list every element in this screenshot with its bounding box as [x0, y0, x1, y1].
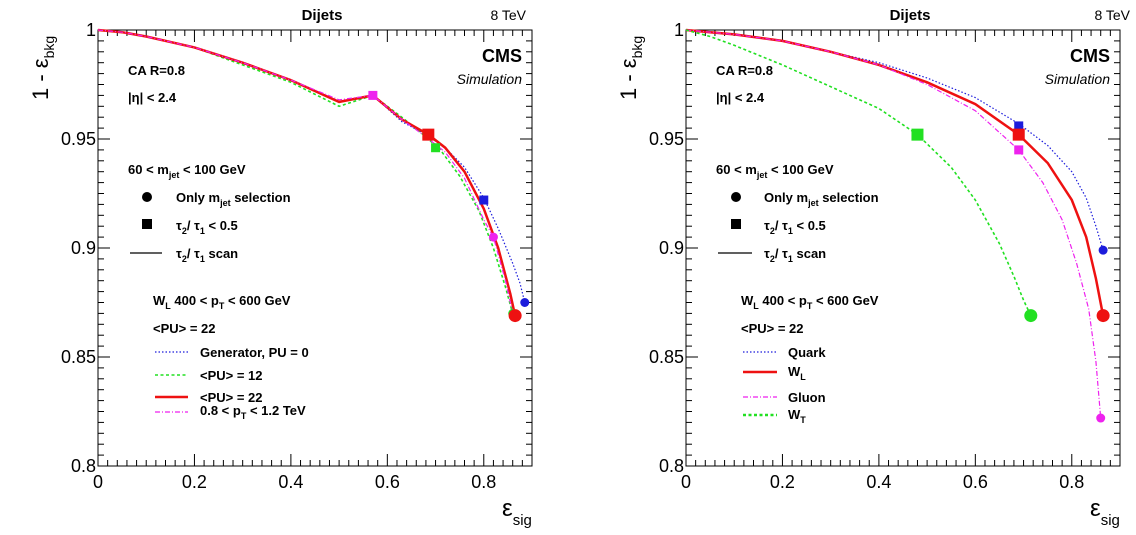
series-circle-marker-2 — [508, 309, 522, 323]
y-tick-label: 0.9 — [71, 238, 96, 258]
y-tick-label: 0.85 — [649, 347, 684, 367]
header-title: Dijets — [890, 7, 931, 24]
x-tick-label: 0.2 — [182, 472, 207, 492]
y-axis-label: 1 - εbkg — [28, 36, 57, 100]
y-tick-label: 0.85 — [61, 347, 96, 367]
series-circle-marker-3 — [488, 232, 498, 242]
y-tick-label: 0.8 — [659, 456, 684, 476]
sample-label: WL 400 < pT < 600 GeV — [153, 293, 291, 311]
series-circle-marker-2 — [1096, 413, 1106, 423]
key-circle-label: Only mjet selection — [764, 190, 879, 208]
series-square-marker-3 — [911, 128, 924, 141]
simulation-label: Simulation — [457, 71, 523, 87]
key-line-label: τ2/ τ1 scan — [176, 246, 238, 264]
simulation-label: Simulation — [1045, 71, 1111, 87]
series-line-1 — [685, 28, 1105, 316]
x-tick-label: 0.4 — [278, 472, 303, 492]
sample-label: WL 400 < pT < 600 GeV — [741, 293, 879, 311]
header-title: Dijets — [302, 7, 343, 24]
x-tick-label: 0.8 — [1059, 472, 1084, 492]
y-tick-label: 1 — [86, 20, 96, 40]
series-square-marker-2 — [1014, 145, 1024, 155]
series-line-2 — [685, 29, 1102, 419]
axis-ticks: 0 0.2 0.4 0.6 0.8 0.8 0.85 0.9 0.95 1 — [649, 20, 1121, 492]
series-circle-marker-1 — [1096, 309, 1110, 323]
legend-label-3: 0.8 < pT < 1.2 TeV — [200, 403, 306, 421]
legend-label-2: <PU> = 22 — [200, 390, 263, 405]
x-tick-label: 0 — [681, 472, 691, 492]
x-axis-label: εsig — [502, 495, 532, 529]
ann-algo: CA R=0.8 — [716, 63, 773, 78]
x-axis-label: εsig — [1090, 495, 1120, 529]
panel-left: 0 0.2 0.4 0.6 0.8 0.8 0.85 0.9 0.95 1 Dijets 8 Te… — [28, 7, 533, 529]
y-tick-label: 0.95 — [649, 129, 684, 149]
y-tick-label: 1 — [674, 20, 684, 40]
series-square-marker-3 — [368, 90, 378, 100]
x-tick-label: 0.8 — [471, 472, 496, 492]
panel-right: 0 0.2 0.4 0.6 0.8 0.8 0.85 0.9 0.95 1 Dijets 8 Te… — [616, 7, 1131, 529]
series-square-marker-0 — [1014, 121, 1024, 131]
series-square-marker-2 — [422, 128, 435, 141]
marker-group — [368, 90, 530, 323]
x-tick-label: 0.4 — [866, 472, 891, 492]
curve-group — [97, 28, 526, 316]
legend-label-2: Gluon — [788, 390, 826, 405]
pu-note: <PU> = 22 — [153, 321, 216, 336]
series-square-marker-0 — [479, 195, 489, 205]
key-square-marker — [731, 219, 741, 229]
cms-label: CMS — [482, 46, 522, 66]
x-tick-label: 0.6 — [963, 472, 988, 492]
key-circle-marker — [731, 192, 741, 202]
key-square-label: τ2/ τ1 < 0.5 — [764, 218, 826, 236]
ann-algo: CA R=0.8 — [128, 63, 185, 78]
key-circle-marker — [142, 192, 152, 202]
legend-label-3: WT — [788, 407, 806, 425]
legend-label-1: WL — [788, 364, 806, 382]
cms-label: CMS — [1070, 46, 1110, 66]
legend-label-0: Generator, PU = 0 — [200, 345, 309, 360]
y-tick-label: 0.8 — [71, 456, 96, 476]
y-tick-label: 0.95 — [61, 129, 96, 149]
x-tick-label: 0 — [93, 472, 103, 492]
series-square-marker-1 — [1012, 128, 1025, 141]
y-axis-label: 1 - εbkg — [616, 36, 645, 100]
energy-label: 8 TeV — [490, 7, 526, 23]
x-tick-label: 0.6 — [375, 472, 400, 492]
series-line-3 — [97, 29, 514, 314]
key-square-marker — [142, 219, 152, 229]
x-tick-label: 0.2 — [770, 472, 795, 492]
ann-mass: 60 < mjet < 100 GeV — [128, 162, 246, 180]
y-tick-label: 0.9 — [659, 238, 684, 258]
marker-group — [911, 121, 1110, 423]
series-circle-marker-3 — [1024, 309, 1038, 323]
ann-eta: |η| < 2.4 — [716, 90, 765, 105]
series-square-marker-1 — [431, 143, 441, 153]
series-circle-marker-0 — [1098, 245, 1108, 255]
pu-note: <PU> = 22 — [741, 321, 804, 336]
legend-label-0: Quark — [788, 345, 826, 360]
legend-label-1: <PU> = 12 — [200, 368, 263, 383]
axis-ticks: 0 0.2 0.4 0.6 0.8 0.8 0.85 0.9 0.95 1 — [61, 20, 533, 492]
series-circle-marker-0 — [520, 298, 530, 307]
key-line-label: τ2/ τ1 scan — [764, 246, 826, 264]
ann-eta: |η| < 2.4 — [128, 90, 177, 105]
ann-mass: 60 < mjet < 100 GeV — [716, 162, 834, 180]
curve-group — [685, 28, 1105, 419]
energy-label: 8 TeV — [1094, 7, 1130, 23]
key-square-label: τ2/ τ1 < 0.5 — [176, 218, 238, 236]
key-circle-label: Only mjet selection — [176, 190, 291, 208]
